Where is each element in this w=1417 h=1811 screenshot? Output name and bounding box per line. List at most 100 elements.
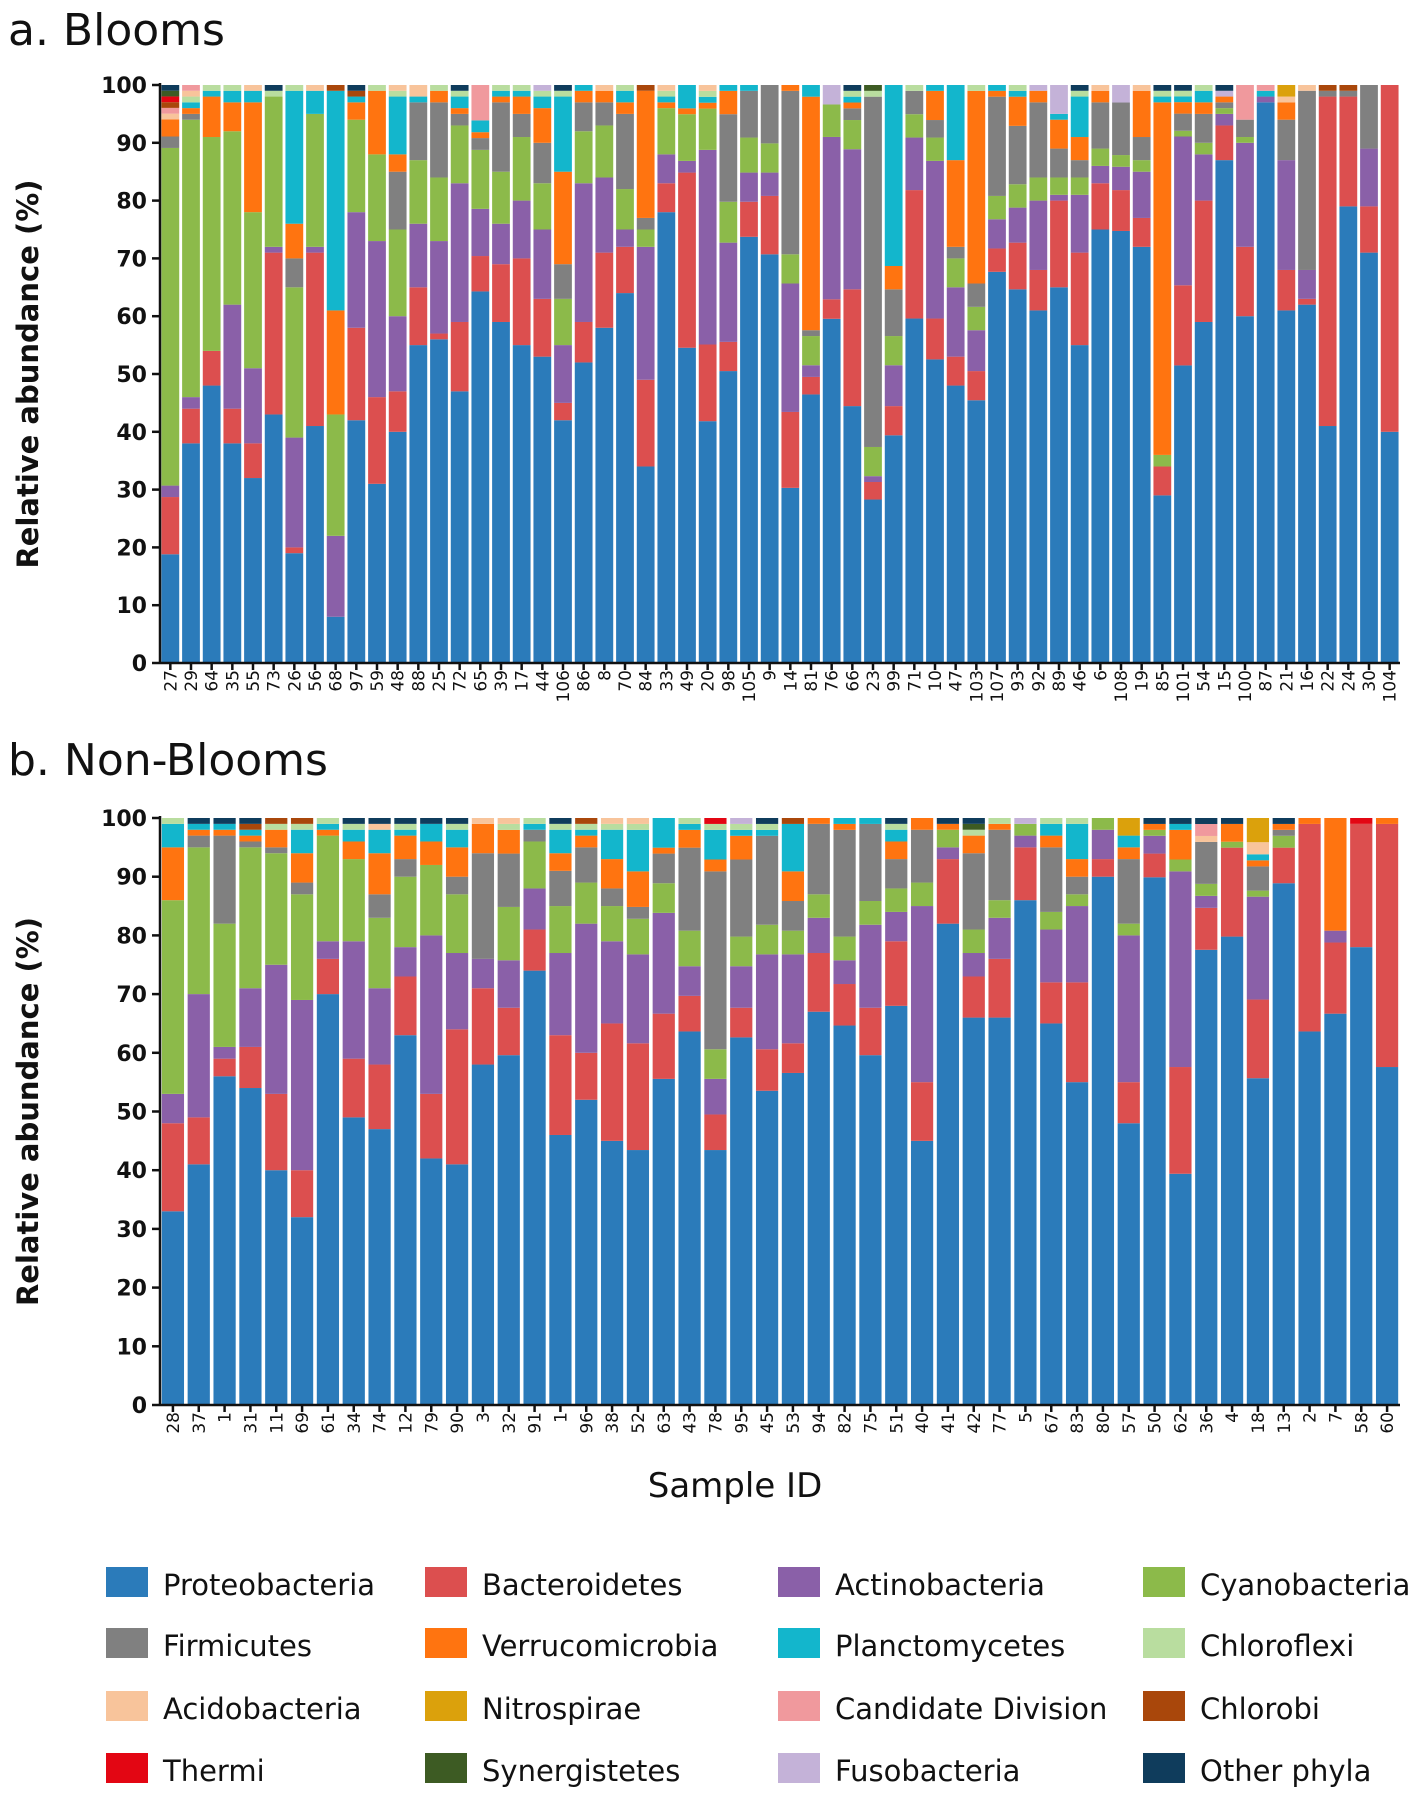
bar-segment-cyanobacteria	[549, 906, 572, 954]
bar-segment-cyanobacteria	[306, 113, 324, 247]
bar-segment-firmicutes	[1236, 119, 1254, 138]
bar-segment-firmicutes	[388, 171, 407, 230]
x-tick-label: 76	[823, 670, 843, 692]
bar-segment-bacteroidetes	[678, 172, 696, 348]
bar-segment-firmicutes	[730, 859, 753, 937]
legend-label: Bacteroidetes	[482, 1568, 682, 1602]
bar-segment-actinobacteria	[1298, 269, 1316, 299]
bar-segment-cyanobacteria	[936, 829, 960, 848]
bar-segment-verrucomicrobia	[988, 823, 1011, 830]
bar-segment-actinobacteria	[905, 137, 924, 191]
bar-segment-proteobacteria	[1008, 289, 1027, 663]
bar-segment-actinobacteria	[678, 160, 696, 173]
bar-segment-actinobacteria	[1091, 829, 1115, 860]
bar-segment-planctomycetes	[420, 823, 443, 842]
bar-segment-verrucomicrobia	[730, 835, 753, 860]
x-tick-label: 13	[1275, 1412, 1295, 1434]
bar-sample-55	[244, 85, 262, 663]
bar-segment-bacteroidetes	[636, 379, 655, 467]
bar-sample-22	[1318, 85, 1337, 663]
bar-segment-planctomycetes	[946, 85, 965, 161]
bar-segment-cyanobacteria	[368, 917, 391, 989]
bar-segment-actinobacteria	[554, 345, 572, 403]
bar-sample-38	[600, 818, 624, 1405]
bar-segment-verrucomicrobia	[1070, 137, 1089, 161]
bar-segment-proteobacteria	[430, 339, 448, 663]
bar-segment-cyanobacteria	[884, 336, 903, 366]
bar-segment-bacteroidetes	[859, 1007, 882, 1056]
bar-sample-6	[1091, 85, 1110, 663]
x-tick-label: 80	[1094, 1412, 1114, 1434]
bar-segment-bacteroidetes	[394, 976, 417, 1036]
bar-segment-cyanobacteria	[213, 923, 236, 1047]
bar-segment-bacteroidetes	[678, 995, 701, 1032]
bar-segment-chlorobi	[326, 85, 345, 91]
bar-segment-cyanobacteria	[698, 108, 717, 150]
x-tick-label: 100	[1236, 670, 1256, 702]
bar-segment-cyanobacteria	[450, 125, 469, 184]
x-tick-label: 99	[885, 670, 905, 692]
bar-segment-other-phyla	[394, 818, 417, 824]
bar-sample-33	[657, 85, 676, 663]
bar-segment-actinobacteria	[595, 177, 614, 253]
bar-segment-planctomycetes	[1256, 90, 1275, 97]
x-tick-label: 103	[967, 670, 987, 702]
bar-segment-proteobacteria	[652, 1078, 675, 1405]
bar-segment-actinobacteria	[1070, 194, 1089, 253]
bar-segment-bacteroidetes	[265, 1093, 288, 1171]
bar-segment-bacteroidetes	[600, 1023, 624, 1141]
bar-sample-66	[843, 85, 862, 663]
bar-segment-firmicutes	[471, 138, 490, 150]
bar-sample-10	[926, 85, 944, 663]
bar-segment-actinobacteria	[1324, 930, 1347, 943]
bar-segment-cyanobacteria	[394, 876, 417, 948]
x-tick-label: 101	[1174, 670, 1194, 702]
x-tick-label: 34	[345, 1412, 365, 1434]
bar-segment-planctomycetes	[802, 85, 820, 97]
bar-segment-firmicutes	[187, 835, 210, 848]
x-tick-label: 61	[319, 1412, 339, 1434]
bar-segment-bacteroidetes	[1236, 246, 1254, 317]
bar-segment-fusobacteria	[730, 818, 753, 824]
bar-segment-proteobacteria	[1277, 310, 1296, 663]
bar-segment-verrucomicrobia	[1169, 829, 1192, 860]
bar-sample-59	[368, 85, 386, 663]
bar-segment-bacteroidetes	[549, 1035, 572, 1135]
bar-segment-proteobacteria	[1380, 431, 1399, 663]
bar-segment-verrucomicrobia	[781, 871, 805, 902]
bar-segment-bacteroidetes	[306, 252, 324, 427]
bar-segment-actinobacteria	[1117, 935, 1140, 1083]
bar-segment-cyanobacteria	[807, 894, 830, 918]
bar-segment-firmicutes	[1272, 829, 1295, 836]
bar-segment-cyanobacteria	[1065, 894, 1089, 907]
bar-segment-bacteroidetes	[1375, 823, 1399, 1068]
bar-segment-verrucomicrobia	[1324, 818, 1347, 931]
bar-segment-bacteroidetes	[704, 1114, 727, 1151]
bar-segment-actinobacteria	[833, 960, 856, 985]
bar-sample-34	[342, 818, 365, 1405]
legend-swatch	[1143, 1691, 1185, 1721]
bar-segment-other-phyla	[187, 818, 210, 824]
bar-segment-other-phyla	[554, 85, 572, 91]
bar-segment-firmicutes	[512, 113, 531, 138]
bar-segment-verrucomicrobia	[1215, 96, 1234, 103]
bar-segment-verrucomicrobia	[549, 853, 572, 871]
x-tick-label: 16	[1298, 670, 1318, 692]
x-tick-label: 69	[293, 1412, 313, 1434]
bar-segment-actinobacteria	[575, 923, 598, 1053]
bar-segment-proteobacteria	[730, 1037, 753, 1405]
bar-segment-planctomycetes	[843, 96, 862, 103]
bar-segment-fusobacteria	[1050, 85, 1068, 114]
bar-segment-cyanobacteria	[202, 137, 221, 351]
bar-segment-verrucomicrobia	[347, 102, 366, 120]
bar-segment-other-phyla	[936, 818, 960, 824]
y-tick-label: 20	[116, 536, 147, 561]
bar-segment-chloroflexi	[905, 85, 924, 91]
bar-segment-bacteroidetes	[802, 376, 820, 395]
bar-segment-verrucomicrobia	[575, 835, 598, 848]
legend-item-cyanobacteria: Cyanobacteria	[1143, 1567, 1410, 1602]
bar-segment-proteobacteria	[905, 318, 924, 663]
bar-sample-3	[471, 818, 495, 1405]
bar-segment-actinobacteria	[988, 917, 1011, 959]
y-tick-label: 60	[116, 1042, 147, 1067]
